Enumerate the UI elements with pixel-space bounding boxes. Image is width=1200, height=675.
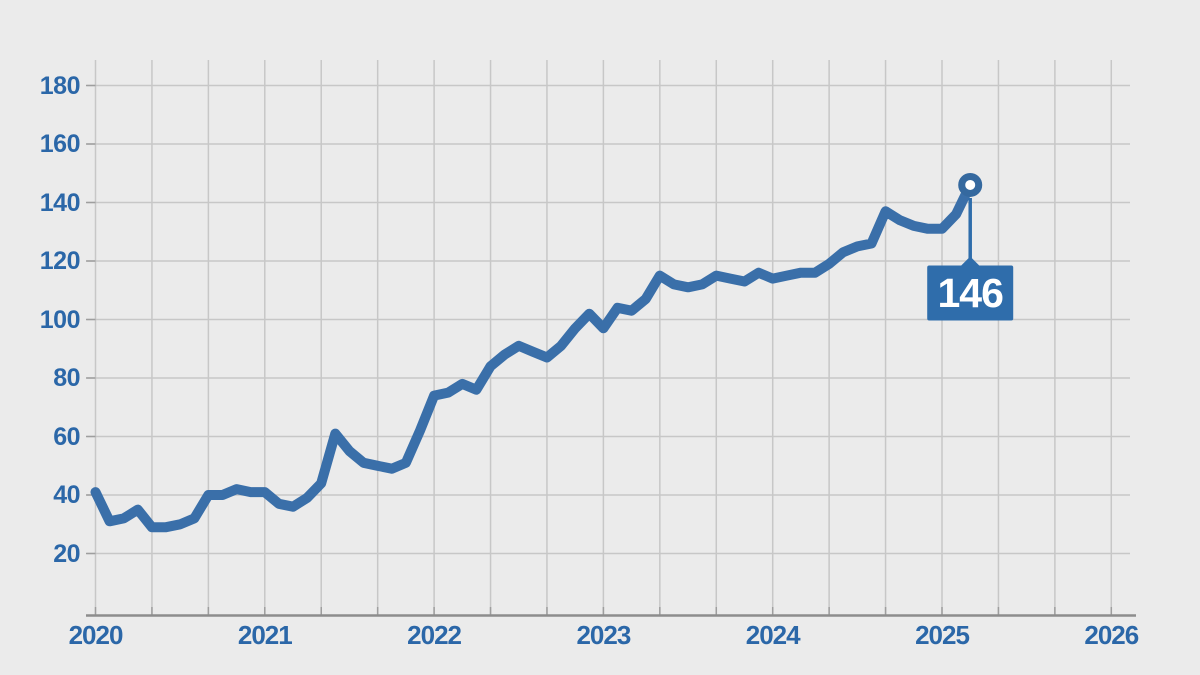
data-point-marker [958,172,983,197]
y-axis-label: 120 [39,247,81,275]
y-axis-label: 40 [53,481,80,509]
x-axis-label: 2024 [745,620,801,650]
x-axis-label: 2020 [68,620,124,650]
x-axis-label: 2022 [407,620,462,650]
callout-label: 146 [937,269,1003,316]
y-axis-label: 20 [53,539,80,568]
y-axis-label: 180 [39,71,81,100]
y-axis-label: 60 [53,422,80,451]
x-axis-label: 2021 [237,620,293,650]
y-axis-label: 140 [39,188,81,217]
y-axis-label: 160 [39,130,81,158]
y-axis-label: 80 [53,364,80,392]
data-line [90,180,976,533]
x-axis-label: 2025 [915,620,970,650]
x-axis-label: 2023 [576,620,631,650]
y-axis-label: 100 [39,305,81,334]
callout-box [927,265,1014,321]
x-axis-label: 2026 [1084,620,1139,650]
